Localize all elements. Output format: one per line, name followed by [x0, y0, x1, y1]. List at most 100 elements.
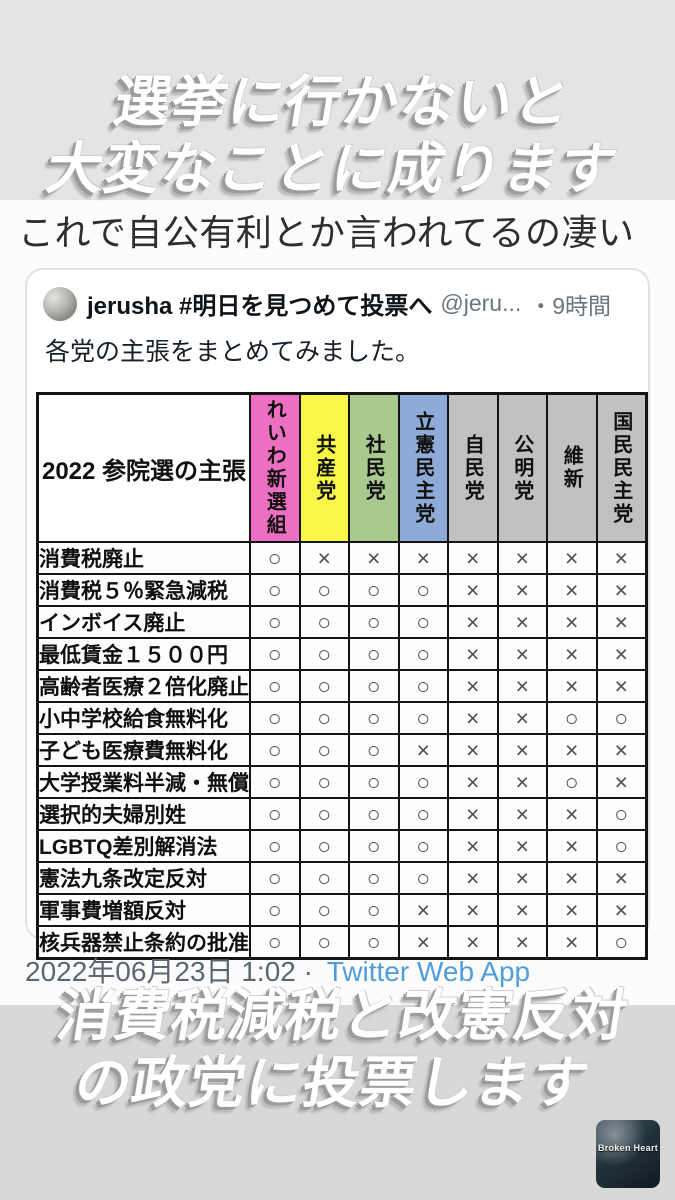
mark-no-cell: × [546, 637, 598, 671]
policy-label-cell: 子ども医療費無料化 [36, 733, 251, 767]
mark-no-cell: × [447, 797, 499, 831]
corner-cell: 2022 参院選の主張 [36, 392, 251, 543]
mark-yes-cell: ○ [249, 541, 301, 575]
mark-yes-cell: ○ [546, 765, 598, 799]
policy-row-8: 選択的夫婦別姓 ○ ○ ○ ○ × × × ○ [36, 797, 648, 831]
mark-no-cell: × [447, 701, 499, 735]
mark-yes-cell: ○ [397, 701, 449, 735]
mark-no-cell: × [447, 861, 499, 895]
date-separator: · [303, 956, 321, 987]
mark-yes-cell: ○ [397, 797, 449, 831]
date-line: 2022年06月23日 1:02 · Twitter Web App [25, 950, 530, 990]
mark-yes-cell: ○ [595, 925, 648, 960]
mark-yes-cell: ○ [249, 893, 301, 927]
mark-yes-cell: ○ [397, 829, 449, 863]
mark-yes-cell: ○ [348, 605, 400, 639]
mark-yes-cell: ○ [298, 861, 350, 895]
mark-no-cell: × [447, 541, 499, 575]
mark-yes-cell: ○ [249, 925, 301, 960]
policy-table: 2022 参院選の主張 れいわ新選組 共産党 社民党 立憲民主党 自民党 公明党 維新 国民民… [36, 392, 648, 960]
policy-label-cell: 最低賃金１５００円 [36, 637, 251, 671]
policy-label-cell: 大学授業料半減・無償 [36, 765, 251, 799]
mark-yes-cell: ○ [348, 573, 400, 607]
display-name[interactable]: jerusha #明日を見つめて投票へ [87, 293, 433, 320]
tweet-date: 2022年06月23日 1:02 [25, 956, 296, 987]
party-header-cell-7: 国民民主党 [595, 392, 648, 543]
bottom-gray-band [0, 1005, 675, 1200]
mark-no-cell: × [348, 541, 400, 575]
mark-no-cell: × [595, 765, 648, 799]
mark-no-cell: × [397, 893, 449, 927]
mark-yes-cell: ○ [249, 573, 301, 607]
caption-text: これで自公有利とか言われてるの凄い [18, 212, 635, 253]
handle[interactable]: @jeru... [440, 290, 522, 316]
mark-yes-cell: ○ [298, 573, 350, 607]
policy-label-cell: 憲法九条改定反対 [36, 861, 251, 895]
top-gray-band [0, 0, 675, 200]
overlay-top-line2: 大変なことに成ります [42, 137, 623, 201]
mark-yes-cell: ○ [595, 701, 648, 735]
table-header-row: 2022 参院選の主張 れいわ新選組 共産党 社民党 立憲民主党 自民党 公明党 維新 国民民… [36, 392, 648, 543]
policy-label-cell: LGBTQ差別解消法 [36, 829, 251, 863]
mark-yes-cell: ○ [249, 797, 301, 831]
party-header-cell-5: 公明党 [496, 392, 548, 543]
policy-row-2: インボイス廃止 ○ ○ ○ ○ × × × × [36, 605, 648, 639]
mark-yes-cell: ○ [249, 829, 301, 863]
policy-label-cell: 軍事費増額反対 [36, 893, 251, 927]
mark-no-cell: × [496, 829, 548, 863]
overlay-top-text: 選挙に行かないと 大変なことに成ります [0, 68, 675, 202]
mark-yes-cell: ○ [348, 829, 400, 863]
policy-row-10: 憲法九条改定反対 ○ ○ ○ ○ × × × × [36, 861, 648, 895]
mark-no-cell: × [595, 733, 648, 767]
mark-no-cell: × [496, 733, 548, 767]
overlay-bottom-line1: 消費税減税と改憲反対 [52, 984, 633, 1047]
mark-no-cell: × [595, 573, 648, 607]
mark-no-cell: × [298, 541, 350, 575]
mark-no-cell: × [595, 861, 648, 895]
mark-no-cell: × [447, 605, 499, 639]
mark-yes-cell: ○ [348, 701, 400, 735]
mark-yes-cell: ○ [348, 733, 400, 767]
mark-no-cell: × [447, 893, 499, 927]
source-link-twitter-web-app[interactable]: Twitter Web App [326, 956, 531, 987]
mark-yes-cell: ○ [348, 765, 400, 799]
mark-yes-cell: ○ [397, 573, 449, 607]
mark-no-cell: × [546, 797, 598, 831]
mark-yes-cell: ○ [546, 701, 598, 735]
party-header-cell-3: 立憲民主党 [397, 392, 449, 543]
mark-no-cell: × [546, 605, 598, 639]
mark-no-cell: × [496, 765, 548, 799]
mark-no-cell: × [496, 669, 548, 703]
policy-row-9: LGBTQ差別解消法 ○ ○ ○ ○ × × × ○ [36, 829, 648, 863]
mark-yes-cell: ○ [249, 765, 301, 799]
mark-no-cell: × [595, 669, 648, 703]
mark-yes-cell: ○ [298, 733, 350, 767]
mark-no-cell: × [496, 541, 548, 575]
tweet-card: jerusha #明日を見つめて投票へ @jeru... ・9時間 各党の主張を… [25, 268, 650, 960]
mark-no-cell: × [496, 861, 548, 895]
avatar[interactable] [43, 286, 77, 321]
policy-row-0: 消費税廃止 ○ × × × × × × × [36, 541, 648, 575]
mark-yes-cell: ○ [348, 893, 400, 927]
policy-label-cell: 消費税廃止 [36, 541, 251, 575]
mark-yes-cell: ○ [397, 669, 449, 703]
mark-yes-cell: ○ [397, 861, 449, 895]
mark-no-cell: × [546, 573, 598, 607]
policy-label-cell: 選択的夫婦別姓 [36, 797, 251, 831]
mark-no-cell: × [546, 829, 598, 863]
mark-no-cell: × [397, 733, 449, 767]
policy-row-6: 子ども医療費無料化 ○ ○ ○ × × × × × [36, 733, 648, 767]
policy-row-1: 消費税５％緊急減税 ○ ○ ○ ○ × × × × [36, 573, 648, 607]
mark-no-cell: × [496, 701, 548, 735]
policy-row-11: 軍事費増額反対 ○ ○ ○ × × × × × [36, 893, 648, 927]
mark-yes-cell: ○ [298, 925, 350, 960]
mark-yes-cell: ○ [348, 861, 400, 895]
mark-no-cell: × [595, 893, 648, 927]
policy-row-12: 核兵器禁止条約の批准 ○ ○ ○ × × × × ○ [36, 925, 648, 960]
mark-yes-cell: ○ [348, 797, 400, 831]
mark-no-cell: × [496, 893, 548, 927]
mark-no-cell: × [496, 925, 548, 960]
party-header-cell-0: れいわ新選組 [249, 392, 301, 543]
overlay-top-line1: 選挙に行かないと [109, 70, 576, 133]
mark-yes-cell: ○ [397, 765, 449, 799]
